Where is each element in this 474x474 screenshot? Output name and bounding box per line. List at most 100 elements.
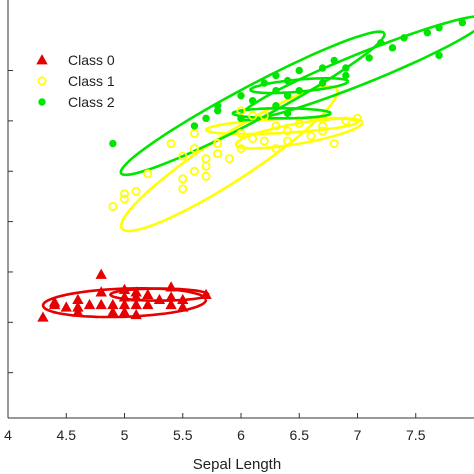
point-class-0 [118, 291, 131, 302]
point-class-1 [306, 131, 316, 141]
point-class-1 [108, 201, 118, 211]
point-class-2 [202, 114, 210, 123]
point-class-1 [166, 139, 176, 149]
point-class-2 [295, 66, 303, 75]
legend-label: Class 0 [68, 52, 115, 68]
axes: 4 4.5 5 5.5 6 6.5 7 7.5 [4, 0, 474, 443]
point-class-0 [72, 293, 84, 305]
point-class-2 [295, 86, 303, 95]
ellipse-class-2 [231, 107, 332, 120]
point-class-2 [318, 64, 327, 72]
ellipse-class-2 [249, 76, 350, 95]
legend: Class 0 Class 1 Class 2 [36, 52, 115, 110]
point-class-1 [318, 126, 328, 136]
point-class-1 [259, 111, 269, 121]
legend-marker-class-0 [36, 54, 48, 65]
x-tick-label: 7 [354, 427, 362, 443]
point-class-1 [213, 139, 223, 149]
point-class-0 [107, 298, 119, 310]
point-class-1 [189, 144, 199, 154]
point-class-0 [165, 291, 177, 302]
point-class-1 [236, 144, 246, 154]
point-class-2 [260, 79, 268, 87]
point-class-0 [130, 286, 142, 297]
point-class-1 [143, 169, 153, 179]
point-class-2 [190, 122, 199, 130]
point-class-2 [272, 71, 280, 80]
point-class-0 [118, 283, 131, 294]
point-class-0 [165, 281, 177, 292]
x-tick-label: 4.5 [57, 427, 77, 443]
point-class-1 [178, 151, 188, 161]
point-class-0 [142, 298, 154, 310]
point-class-1 [283, 136, 293, 146]
point-class-0 [130, 298, 142, 310]
point-class-1 [259, 136, 269, 146]
point-class-2 [377, 39, 385, 47]
point-class-0 [83, 298, 96, 310]
x-tick-label: 5.5 [173, 427, 193, 443]
point-class-1 [318, 121, 328, 131]
point-class-2 [400, 34, 408, 42]
point-class-1 [178, 174, 188, 184]
point-class-0 [200, 288, 212, 300]
point-class-0 [165, 298, 177, 310]
point-class-2 [237, 114, 245, 123]
point-class-1 [271, 121, 281, 131]
x-axis-title: Sepal Length [193, 456, 281, 473]
point-class-2 [283, 91, 292, 100]
point-class-0 [95, 298, 107, 310]
point-class-1 [201, 171, 211, 181]
point-class-1 [294, 118, 304, 128]
x-tick-label: 5 [121, 427, 129, 443]
point-class-0 [60, 301, 72, 312]
point-class-1 [120, 189, 130, 199]
x-tick-label: 6 [237, 427, 245, 443]
point-class-0 [177, 301, 189, 312]
point-class-1 [236, 106, 246, 116]
point-class-0 [153, 293, 166, 305]
legend-label: Class 1 [68, 73, 115, 89]
point-class-2 [318, 79, 327, 87]
x-tick-label: 7.5 [406, 427, 426, 443]
legend-marker-class-2 [38, 98, 46, 106]
point-class-2 [342, 71, 350, 80]
point-class-1 [201, 154, 211, 164]
point-class-1 [189, 166, 199, 176]
point-class-0 [95, 286, 107, 297]
point-class-0 [72, 306, 84, 317]
point-class-1 [248, 133, 258, 143]
x-tick-label: 4 [4, 427, 12, 443]
point-class-2 [109, 139, 117, 148]
x-tick-label: 6.5 [290, 427, 310, 443]
point-class-1 [283, 126, 293, 136]
point-class-1 [271, 144, 281, 154]
legend-label: Class 2 [68, 94, 115, 110]
legend-marker-class-1 [37, 76, 47, 86]
point-class-1 [120, 194, 130, 204]
point-class-1 [189, 128, 199, 138]
point-class-2 [272, 86, 280, 95]
point-class-0 [130, 308, 142, 320]
point-class-2 [214, 102, 222, 110]
point-class-2 [248, 97, 257, 105]
ellipse-class-1 [234, 117, 364, 150]
point-class-1 [131, 186, 141, 196]
point-class-2 [435, 51, 443, 60]
point-class-0 [177, 293, 189, 305]
point-class-2 [283, 109, 292, 118]
point-class-2 [435, 23, 443, 32]
point-class-1 [178, 184, 188, 194]
point-class-1 [236, 128, 246, 138]
data-points [37, 18, 467, 322]
point-class-0 [118, 306, 131, 317]
point-class-1 [341, 116, 351, 126]
point-class-2 [283, 76, 292, 85]
point-class-1 [352, 113, 362, 123]
point-class-2 [458, 18, 467, 27]
point-class-0 [48, 296, 61, 307]
point-class-2 [330, 56, 338, 65]
point-class-2 [423, 29, 432, 37]
